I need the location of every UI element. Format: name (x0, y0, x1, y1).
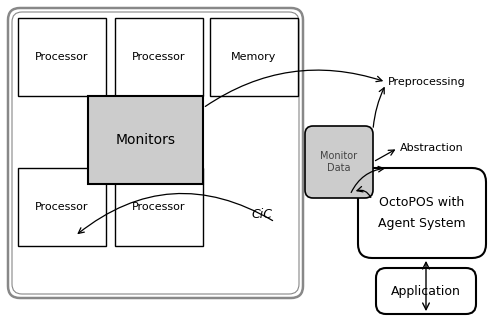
FancyBboxPatch shape (376, 268, 476, 314)
Bar (115, 168, 203, 246)
FancyBboxPatch shape (358, 168, 486, 258)
Text: Memory: Memory (232, 52, 276, 62)
Text: OctoPOS with
Agent System: OctoPOS with Agent System (378, 196, 466, 230)
Bar (210, 18, 298, 96)
FancyBboxPatch shape (305, 126, 373, 198)
Text: Preprocessing: Preprocessing (388, 77, 466, 87)
Bar (88, 96, 203, 184)
Text: Monitor
Data: Monitor Data (320, 151, 358, 173)
Text: Processor: Processor (35, 202, 89, 212)
FancyBboxPatch shape (12, 12, 299, 294)
Bar (115, 18, 203, 96)
Text: Processor: Processor (132, 52, 186, 62)
Text: Application: Application (391, 285, 461, 298)
Bar (18, 18, 106, 96)
Text: Processor: Processor (35, 52, 89, 62)
FancyBboxPatch shape (8, 8, 303, 298)
Text: Abstraction: Abstraction (400, 143, 464, 153)
Text: Processor: Processor (132, 202, 186, 212)
Bar (18, 168, 106, 246)
Text: CiC: CiC (251, 209, 272, 221)
Text: Monitors: Monitors (115, 133, 176, 147)
